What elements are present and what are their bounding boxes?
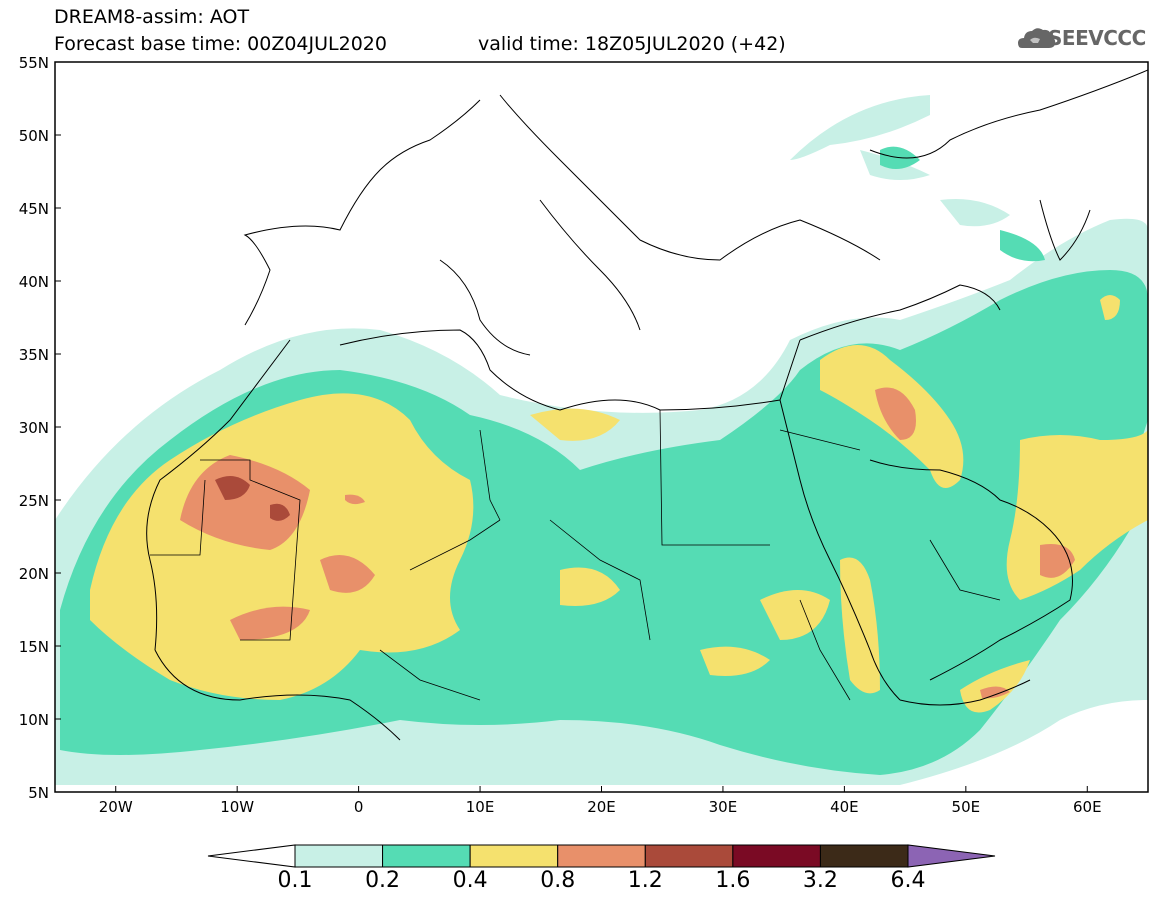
colorbar-box (382, 844, 471, 868)
lat-tick-label: 20N (19, 565, 49, 583)
colorbar (207, 844, 996, 868)
lon-tick-label: 10E (466, 798, 495, 816)
lat-tick-label: 25N (19, 492, 49, 510)
colorbar-level-label: 0.8 (540, 868, 576, 893)
lat-tick-label: 10N (19, 711, 49, 729)
colorbar-level-label: 0.1 (277, 868, 313, 893)
colorbar-level-label: 6.4 (890, 868, 926, 893)
forecast-base-time: Forecast base time: 00Z04JUL2020 (54, 33, 387, 55)
lat-tick-label: 50N (19, 127, 49, 145)
aot-layer-0-8 (180, 387, 1075, 699)
map-title: DREAM8-assim: AOT (54, 6, 250, 28)
lon-tick-label: 10W (220, 798, 254, 816)
colorbar-box (732, 844, 821, 868)
colorbar-box (819, 844, 909, 868)
valid-time: valid time: 18Z05JUL2020 (+42) (478, 33, 786, 55)
colorbar-box (644, 844, 734, 868)
colorbar-level-label: 0.2 (365, 868, 401, 893)
lat-tick-label: 45N (19, 200, 49, 218)
country-borders (150, 409, 1001, 701)
colorbar-level-label: 0.4 (452, 868, 488, 893)
colorbar-box (294, 844, 384, 868)
colorbar-level-label: 1.6 (715, 868, 751, 893)
colorbar-box (469, 844, 559, 868)
lon-tick-label: 20W (99, 798, 133, 816)
lon-tick-label: 0 (354, 798, 364, 816)
colorbar-arrow-low (207, 844, 296, 868)
colorbar-box (557, 844, 646, 868)
logo-text: SEEVCCC (1048, 26, 1146, 50)
lon-tick-label: 30E (709, 798, 738, 816)
aot-layer-1-2 (215, 476, 290, 521)
lon-tick-label: 60E (1073, 798, 1102, 816)
lat-tick-label: 30N (19, 419, 49, 437)
colorbar-level-label: 1.2 (627, 868, 663, 893)
lon-tick-label: 20E (587, 798, 616, 816)
lat-tick-label: 5N (28, 784, 49, 802)
colorbar-level-label: 3.2 (802, 868, 838, 893)
lat-tick-label: 15N (19, 638, 49, 656)
lat-ticks: 5N 10N 15N 20N 25N 30N 35N 40N 45N 50N 55N (19, 54, 61, 802)
lon-ticks: 20W 10W 0 10E 20E 30E 40E 50E 60E (99, 786, 1102, 816)
lon-tick-label: 40E (830, 798, 859, 816)
lon-tick-label: 50E (952, 798, 981, 816)
aot-layer-0-4 (90, 295, 1148, 713)
coastlines (146, 69, 1148, 741)
lat-tick-label: 35N (19, 346, 49, 364)
colorbar-arrow-high (907, 844, 996, 868)
cloud-icon (1018, 28, 1056, 48)
lat-tick-label: 55N (19, 54, 49, 72)
lat-tick-label: 40N (19, 273, 49, 291)
